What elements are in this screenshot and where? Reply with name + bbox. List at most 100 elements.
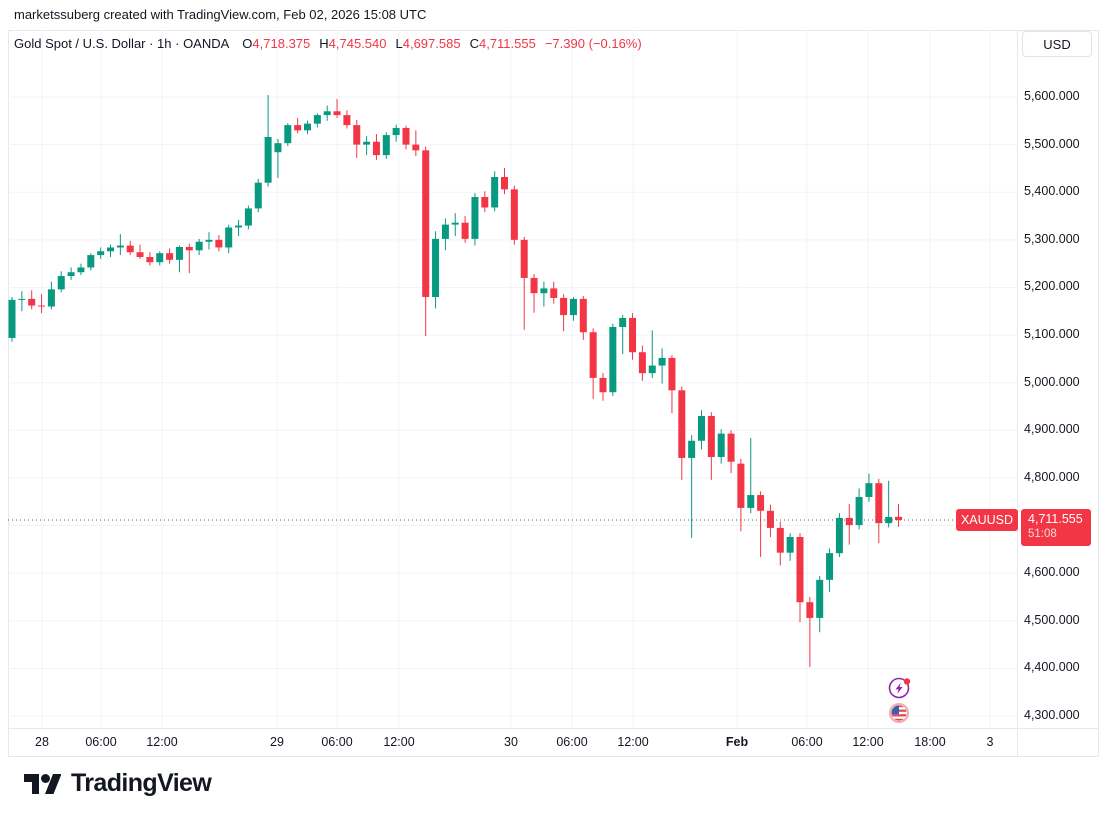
chart-canvas[interactable] — [8, 30, 1017, 728]
candle — [67, 267, 75, 280]
time-axis-label: 29 — [270, 735, 284, 749]
economic-event-lightning-icon[interactable] — [887, 675, 913, 706]
chart-legend: Gold Spot / U.S. Dollar · 1h · OANDA O4,… — [14, 36, 642, 51]
candle — [698, 410, 705, 450]
price-axis-label: 5,100.000 — [1024, 327, 1080, 342]
candle — [284, 123, 292, 147]
candle — [875, 478, 883, 544]
candle — [619, 315, 627, 355]
price-axis-label: 4,400.000 — [1024, 660, 1080, 675]
candle — [146, 252, 154, 266]
candle — [195, 238, 203, 256]
time-axis-label: 12:00 — [146, 735, 178, 749]
time-scale-divider — [8, 728, 1099, 729]
candle — [707, 412, 715, 480]
price-axis-label: 4,800.000 — [1024, 469, 1080, 484]
time-axis-label: 06:00 — [791, 735, 823, 749]
candle — [244, 205, 252, 230]
candle — [205, 232, 213, 250]
candle — [540, 281, 548, 307]
price-axis-label: 4,900.000 — [1024, 422, 1080, 437]
candle — [757, 491, 765, 557]
price-badge-symbol: XAUUSD — [956, 509, 1018, 531]
candle — [510, 185, 518, 245]
candle — [235, 219, 243, 237]
symbol-title[interactable]: Gold Spot / U.S. Dollar · 1h · OANDA — [14, 36, 230, 51]
candle — [87, 253, 95, 271]
candle — [501, 167, 508, 195]
candle — [737, 458, 745, 532]
candle — [835, 513, 843, 557]
candle — [343, 110, 351, 129]
chart-frame — [8, 30, 1099, 757]
candle — [609, 323, 617, 397]
price-badge-price: 4,711.555 — [1028, 512, 1083, 526]
legend-low: L4,697.585 — [395, 36, 461, 51]
candle — [579, 296, 587, 340]
candle — [156, 251, 164, 266]
candle — [136, 244, 144, 259]
candle — [471, 193, 479, 246]
candle — [491, 171, 499, 212]
time-axis-label: 12:00 — [852, 735, 884, 749]
candle — [323, 105, 331, 121]
candle — [57, 271, 65, 293]
time-axis-label: 06:00 — [321, 735, 353, 749]
candle — [599, 373, 607, 401]
candle — [569, 296, 577, 321]
candle — [97, 247, 105, 259]
candle — [185, 243, 193, 274]
price-axis-label: 5,600.000 — [1024, 89, 1080, 103]
candle — [18, 291, 26, 312]
tradingview-logo-mark — [24, 773, 61, 794]
candle — [126, 240, 134, 256]
candle — [688, 435, 696, 538]
candle — [560, 294, 568, 332]
time-axis-label: 18:00 — [914, 735, 946, 749]
candle — [629, 313, 637, 360]
legend-close: C4,711.555 — [469, 36, 536, 51]
candle — [530, 274, 538, 313]
us-flag-event-icon[interactable] — [888, 702, 910, 729]
candle — [895, 503, 902, 527]
price-axis-label: 4,300.000 — [1024, 708, 1080, 722]
price-axis-label: 5,300.000 — [1024, 231, 1080, 246]
price-badge-value: 4,711.555 51:08 — [1021, 509, 1091, 546]
candle — [776, 521, 784, 566]
legend-change: −7.390 (−0.16%) — [544, 36, 642, 51]
candle — [294, 117, 302, 134]
candle — [648, 330, 656, 378]
candle — [855, 488, 863, 530]
time-axis-label: 30 — [504, 735, 518, 749]
candle — [589, 328, 597, 399]
time-axis-label: Feb — [725, 735, 749, 749]
candle — [668, 355, 676, 414]
candle — [382, 132, 390, 159]
legend-high: H4,745.540 — [319, 36, 387, 51]
candle — [786, 533, 794, 561]
candle — [77, 263, 85, 276]
tradingview-logo-text: TradingView — [71, 769, 212, 797]
candle — [215, 235, 223, 252]
candle — [402, 125, 410, 150]
price-axis-label: 5,000.000 — [1024, 374, 1080, 389]
candle — [806, 596, 814, 667]
candle — [392, 124, 400, 142]
price-axis-label: 4,500.000 — [1024, 612, 1080, 627]
candle — [225, 224, 233, 254]
candle — [264, 95, 272, 187]
attribution-text: marketssuberg created with TradingView.c… — [14, 7, 427, 22]
tradingview-logo[interactable]: TradingView — [24, 769, 212, 798]
candle — [372, 134, 380, 160]
candle — [638, 345, 646, 381]
candle — [313, 113, 321, 128]
candle — [796, 533, 804, 623]
price-axis-label: 5,400.000 — [1024, 184, 1080, 199]
currency-usd-button[interactable]: USD — [1022, 31, 1092, 57]
time-axis-label: 12:00 — [383, 735, 415, 749]
candle — [422, 146, 430, 337]
candle — [727, 430, 735, 474]
candle — [461, 216, 469, 243]
candle — [766, 504, 774, 537]
candle — [481, 191, 489, 213]
